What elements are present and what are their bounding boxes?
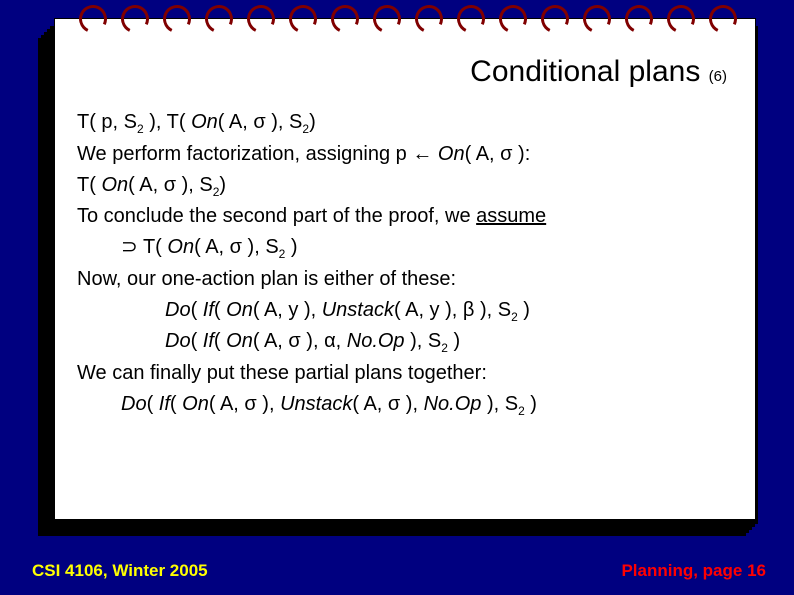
- spiral-binding: [75, 5, 735, 33]
- spiral-ring-icon: [621, 5, 651, 33]
- spiral-ring-icon: [159, 5, 189, 33]
- slide-body: T( p, S2 ), T( On( A, σ ), S2) We perfor…: [77, 107, 733, 421]
- footer-left: CSI 4106, Winter 2005: [32, 561, 208, 581]
- spiral-ring-icon: [663, 5, 693, 33]
- spiral-ring-icon: [369, 5, 399, 33]
- body-line: Do( If( On( A, y ), Unstack( A, y ), β )…: [77, 295, 733, 327]
- body-line: Do( If( On( A, σ ), α, No.Op ), S2 ): [77, 326, 733, 358]
- spiral-ring-icon: [75, 5, 105, 33]
- spiral-ring-icon: [579, 5, 609, 33]
- spiral-ring-icon: [411, 5, 441, 33]
- spiral-ring-icon: [285, 5, 315, 33]
- slide-footer: CSI 4106, Winter 2005 Planning, page 16: [32, 561, 766, 581]
- notepad-stack: Conditional plans (6) T( p, S2 ), T( On(…: [38, 18, 758, 536]
- body-line: We perform factorization, assigning p ← …: [77, 139, 733, 170]
- slide-content: Conditional plans (6) T( p, S2 ), T( On(…: [77, 55, 733, 499]
- title-sub: (6): [709, 68, 727, 85]
- body-line: We can finally put these partial plans t…: [77, 358, 733, 389]
- spiral-ring-icon: [243, 5, 273, 33]
- footer-right: Planning, page 16: [621, 561, 766, 581]
- title-main: Conditional plans: [470, 55, 700, 88]
- body-line: Now, our one-action plan is either of th…: [77, 264, 733, 295]
- notepad-page: Conditional plans (6) T( p, S2 ), T( On(…: [54, 18, 756, 520]
- spiral-ring-icon: [201, 5, 231, 33]
- spiral-ring-icon: [705, 5, 735, 33]
- spiral-ring-icon: [327, 5, 357, 33]
- slide-title: Conditional plans (6): [77, 55, 733, 89]
- spiral-ring-icon: [537, 5, 567, 33]
- body-line: ⊃ T( On( A, σ ), S2 ): [77, 232, 733, 264]
- spiral-ring-icon: [453, 5, 483, 33]
- body-line: T( p, S2 ), T( On( A, σ ), S2): [77, 107, 733, 139]
- body-line: T( On( A, σ ), S2): [77, 170, 733, 202]
- body-line: To conclude the second part of the proof…: [77, 201, 733, 232]
- spiral-ring-icon: [117, 5, 147, 33]
- body-line: Do( If( On( A, σ ), Unstack( A, σ ), No.…: [77, 389, 733, 421]
- spiral-ring-icon: [495, 5, 525, 33]
